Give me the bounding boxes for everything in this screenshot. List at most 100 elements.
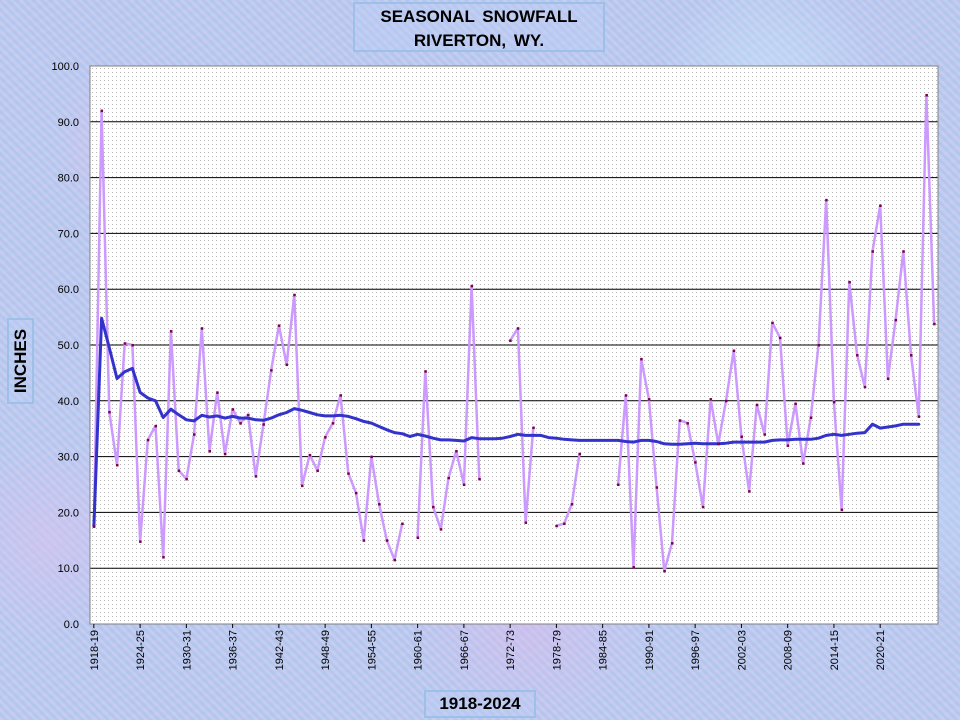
- seasonal-data-point: [725, 399, 728, 403]
- x-axis-label: 1918-2024: [439, 694, 521, 713]
- seasonal-data-point: [701, 505, 705, 509]
- x-tick-label: 1930-31: [181, 630, 193, 670]
- seasonal-data-point: [177, 469, 181, 473]
- seasonal-data-point: [740, 435, 743, 439]
- seasonal-data-point: [139, 540, 142, 543]
- seasonal-data-point: [92, 525, 96, 528]
- seasonal-data-point: [362, 539, 366, 542]
- x-tick-label: 1948-49: [320, 630, 332, 670]
- seasonal-data-point: [123, 342, 127, 345]
- seasonal-data-point: [169, 330, 173, 333]
- seasonal-data-point: [709, 398, 713, 401]
- x-tick-label: 1924-25: [135, 630, 147, 670]
- seasonal-data-point: [262, 423, 265, 426]
- seasonal-data-point: [640, 357, 643, 361]
- seasonal-data-point: [647, 398, 651, 401]
- y-tick-label: 60.0: [58, 284, 79, 296]
- y-axis-ticks: 0.0 10.0 20.0 30.0 40.0 50.0 60.0 70.0 80.0 90.0 1…: [51, 61, 79, 631]
- seasonal-data-point: [871, 250, 874, 253]
- chart-title-line-1: SEASONAL SNOWFALL: [380, 7, 578, 26]
- x-tick-label: 2002-03: [736, 630, 748, 670]
- seasonal-data-point: [748, 490, 751, 493]
- seasonal-data-point: [817, 344, 821, 347]
- seasonal-data-point: [285, 363, 289, 367]
- seasonal-data-point: [416, 536, 420, 540]
- y-tick-label: 30.0: [58, 452, 79, 464]
- seasonal-data-point: [393, 558, 397, 562]
- y-tick-label: 100.0: [51, 61, 79, 73]
- seasonal-data-point: [401, 522, 404, 526]
- seasonal-series-line: [508, 327, 535, 524]
- seasonal-data-point: [910, 354, 913, 357]
- seasonal-data-point: [840, 508, 844, 512]
- y-tick-label: 50.0: [58, 340, 79, 352]
- x-tick-label: 2020-21: [875, 630, 887, 670]
- seasonal-data-point: [462, 483, 466, 486]
- seasonal-data-point: [617, 483, 620, 486]
- seasonal-data-point: [532, 426, 535, 430]
- seasonal-data-point: [632, 566, 635, 569]
- seasonal-data-point: [270, 369, 273, 372]
- seasonal-data-point: [563, 522, 566, 526]
- seasonal-data-point: [509, 339, 512, 343]
- seasonal-data-point: [277, 324, 281, 327]
- seasonal-data-point: [902, 250, 905, 253]
- seasonal-data-point: [331, 422, 335, 425]
- seasonal-data-point: [301, 484, 304, 488]
- seasonal-data-point: [863, 385, 867, 389]
- seasonal-data-point: [694, 461, 697, 464]
- seasonal-data-point: [378, 503, 381, 506]
- seasonal-data-point: [293, 293, 296, 297]
- x-tick-label: 1966-67: [459, 630, 471, 670]
- seasonal-data-point: [763, 433, 767, 436]
- seasonal-data-point: [370, 455, 373, 459]
- seasonal-data-point: [455, 450, 458, 453]
- y-tick-label: 0.0: [64, 619, 79, 631]
- seasonal-data-point: [732, 349, 736, 353]
- seasonal-data-point: [925, 94, 928, 97]
- series-markers: [92, 94, 936, 573]
- y-tick-label: 10.0: [58, 563, 79, 575]
- y-axis-label-box: INCHES: [7, 318, 34, 404]
- seasonal-data-point: [200, 327, 204, 330]
- seasonal-data-point: [524, 521, 528, 524]
- y-tick-label: 20.0: [58, 507, 79, 519]
- x-tick-label: 2008-09: [783, 630, 795, 670]
- seasonal-data-point: [663, 569, 666, 573]
- seasonal-data-point: [223, 452, 227, 456]
- x-tick-label: 1978-79: [551, 630, 563, 670]
- seasonal-data-point: [208, 450, 211, 453]
- chart-title-box: SEASONAL SNOWFALL RIVERTON, WY.: [353, 2, 605, 52]
- seasonal-data-point: [247, 413, 250, 417]
- seasonal-data-point: [825, 198, 828, 202]
- seasonal-data-point: [216, 391, 219, 394]
- seasonal-data-point: [424, 370, 427, 373]
- seasonal-data-point: [239, 422, 242, 425]
- seasonal-data-point: [131, 344, 134, 347]
- seasonal-data-point: [886, 377, 890, 380]
- x-tick-label: 1954-55: [366, 630, 378, 670]
- x-tick-label: 1996-97: [690, 630, 702, 670]
- average-series-line: [92, 316, 921, 528]
- seasonal-data-point: [848, 280, 851, 284]
- y-tick-label: 70.0: [58, 228, 79, 240]
- seasonal-data-point: [347, 472, 350, 475]
- seasonal-data-point: [624, 394, 628, 397]
- chart-title-line-2: RIVERTON, WY.: [413, 31, 545, 50]
- seasonal-data-point: [231, 408, 235, 411]
- seasonal-data-point: [771, 321, 774, 325]
- seasonal-data-point: [917, 415, 921, 418]
- seasonal-data-point: [146, 438, 150, 442]
- x-tick-label: 1984-85: [598, 630, 610, 670]
- x-tick-label: 1936-37: [228, 630, 240, 670]
- seasonal-data-point: [254, 475, 258, 478]
- seasonal-data-point: [809, 416, 813, 420]
- seasonal-data-point: [385, 539, 389, 542]
- seasonal-series-line: [616, 93, 936, 573]
- seasonal-data-point: [354, 491, 358, 495]
- seasonal-data-point: [115, 463, 119, 467]
- seasonal-data-point: [162, 556, 165, 559]
- seasonal-data-point: [686, 422, 689, 425]
- seasonal-data-point: [108, 410, 111, 414]
- seasonal-data-point: [578, 452, 582, 456]
